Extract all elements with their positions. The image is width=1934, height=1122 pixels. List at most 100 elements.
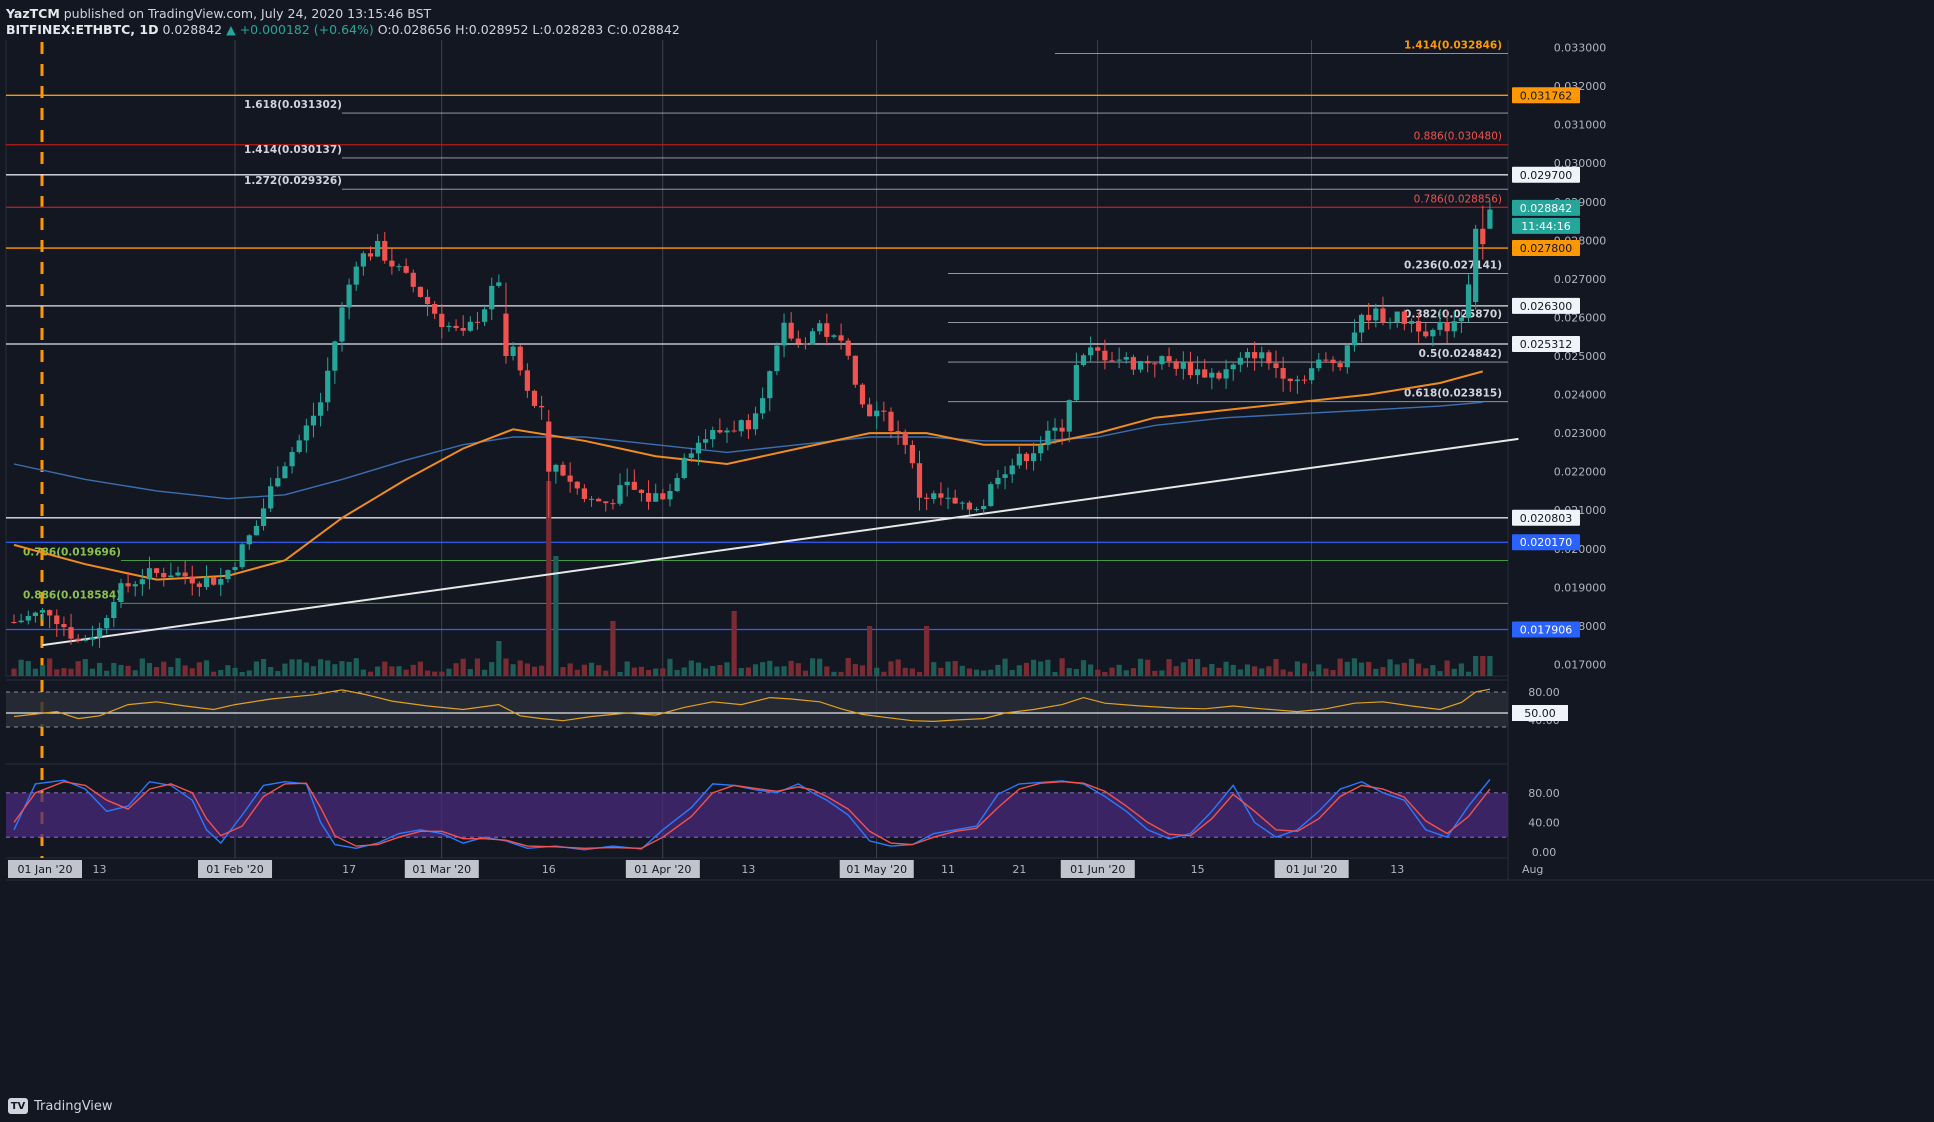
candle-body (1109, 360, 1115, 362)
volume-bar (339, 661, 345, 676)
volume-bar (367, 671, 374, 676)
candle-body (317, 402, 324, 416)
trendline[interactable] (42, 437, 1519, 647)
volume-bar (1380, 667, 1386, 676)
volume-bar (667, 658, 673, 676)
candle-body (289, 452, 295, 467)
volume-bar (111, 662, 117, 676)
volume-bar (1309, 671, 1315, 676)
volume-bar (838, 671, 844, 676)
price-tick: 0.027000 (1554, 273, 1607, 286)
candle-body (1301, 379, 1308, 381)
candle-body (881, 410, 887, 412)
price-change: +0.000182 (+0.64%) (239, 22, 374, 37)
volume-bar (275, 671, 281, 676)
price-tick: 0.022000 (1554, 466, 1607, 479)
candle-body (973, 509, 980, 511)
volume-bar (881, 671, 887, 676)
time-label-bg (404, 860, 479, 878)
candle-body (182, 572, 188, 577)
volume-bar (382, 661, 388, 676)
candle-body (1408, 321, 1415, 324)
candle-body (375, 240, 381, 257)
candle-body (1009, 465, 1015, 475)
candle-body (909, 444, 915, 464)
level-axis-tag-bg (1512, 166, 1580, 183)
candle-body (218, 579, 224, 585)
level-label: 0.886(0.030480) (1414, 131, 1502, 143)
volume-bar (909, 668, 915, 676)
candle-body (817, 323, 823, 332)
candle-body (32, 612, 38, 617)
time-label-bg (839, 860, 914, 878)
volume-bar (1330, 670, 1336, 676)
publisher-name[interactable]: YazTCM (6, 6, 60, 21)
volume-bar (660, 668, 666, 676)
volume-bar (717, 665, 723, 676)
ma200-line (13, 401, 1483, 500)
moving-averages (13, 370, 1484, 581)
candle-body (54, 615, 60, 625)
volume-bar (738, 668, 744, 676)
volume-bar (624, 661, 630, 676)
candle-body (382, 240, 388, 261)
volume-bar (211, 671, 217, 676)
candle-body (1451, 321, 1457, 332)
volume-bar (1337, 658, 1343, 676)
candle-body (1102, 350, 1108, 361)
candle-body (745, 420, 751, 430)
volume-bar (296, 659, 302, 676)
tradingview-brand[interactable]: TV TradingView (8, 1098, 113, 1114)
price-tick: 0.033000 (1554, 42, 1607, 55)
volume-bar (260, 658, 267, 676)
level-axis-tag-bg (1512, 240, 1580, 257)
candle-body (688, 453, 694, 458)
price-axis[interactable]: 0.0330000.0320000.0310000.0300000.029000… (1512, 42, 1606, 859)
candle-body (610, 503, 616, 505)
candle-body (895, 431, 901, 433)
candle-body (1002, 474, 1008, 478)
stoch-k-line (13, 779, 1491, 851)
volume-bar (981, 670, 987, 676)
candle-body (196, 583, 202, 587)
volume-bar (1230, 664, 1236, 676)
symbol-label[interactable]: BITFINEX:ETHBTC, 1D (6, 22, 159, 37)
candle-body (1216, 372, 1222, 379)
candle-body (1137, 361, 1144, 370)
volume-bar (859, 665, 866, 676)
up-arrow-icon: ▲ (226, 22, 236, 37)
level-axis-tag: 0.020803 (1520, 512, 1573, 525)
volume-bar (760, 662, 766, 676)
candle-body (1173, 361, 1179, 369)
time-label-bg (8, 860, 82, 878)
volume-bar (1102, 671, 1108, 676)
candle-body (574, 481, 580, 489)
volume-bar (517, 660, 523, 676)
candle-body (717, 430, 723, 433)
candle-body (1430, 329, 1436, 337)
volume-bar (1145, 659, 1151, 676)
candle-body (653, 493, 659, 502)
volume-bar (1294, 661, 1300, 676)
volume-bar (332, 664, 338, 676)
price-tick: 0.017000 (1554, 658, 1607, 671)
candle-body (1187, 361, 1194, 376)
candle-body (560, 464, 566, 476)
volume-bar (1323, 668, 1329, 676)
volume-bar (1387, 659, 1393, 676)
time-axis[interactable]: 01 Jan '20 13 01 Feb '20 17 01 Mar '20 16 01 A… (8, 860, 1543, 878)
candle-body (25, 616, 31, 621)
fib-label: 1.414(0.032846) (1404, 40, 1502, 52)
chart-footer: TV TradingView (0, 1092, 1934, 1122)
current-price-tag: 11:44:16 (1521, 220, 1570, 233)
candle-body (111, 602, 117, 618)
volume-bar (268, 666, 274, 676)
candle-body (11, 622, 17, 624)
volume-bar (767, 660, 773, 676)
candle-body (282, 466, 288, 479)
level-axis-tag: 0.026300 (1520, 300, 1573, 313)
volume-bar (1423, 668, 1429, 676)
candle-body (403, 266, 409, 273)
grid (5, 35, 1934, 881)
